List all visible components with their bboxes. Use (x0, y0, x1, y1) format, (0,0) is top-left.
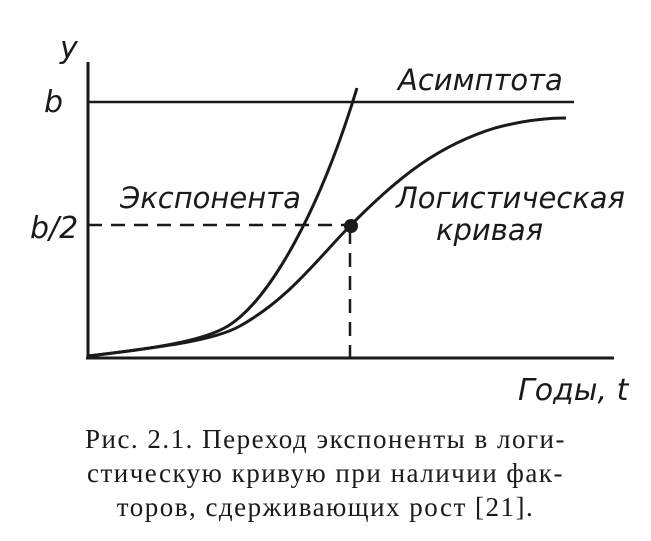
caption-line-3: торов, сдерживающих рост [21]. (116, 492, 535, 522)
figure-caption: Рис. 2.1. Переход экспоненты в логи- сти… (20, 422, 631, 524)
caption-line-2: стическую кривую при наличии фак- (87, 458, 564, 488)
y-axis-label: y (59, 31, 79, 66)
logistic-label-line2: кривая (436, 213, 543, 247)
logistic-label-line1: Логистическая (395, 181, 625, 215)
tick-label-half-b: b/2 (30, 211, 78, 246)
tick-label-b: b (44, 85, 63, 120)
exponent-label: Экспонента (119, 181, 301, 215)
exponent-curve (87, 87, 359, 358)
x-axis-label: Годы, t (518, 373, 630, 408)
inflection-point (344, 219, 358, 233)
caption-line-1: Рис. 2.1. Переход экспоненты в логи- (84, 424, 567, 454)
asymptote-label: Асимптота (396, 63, 563, 97)
